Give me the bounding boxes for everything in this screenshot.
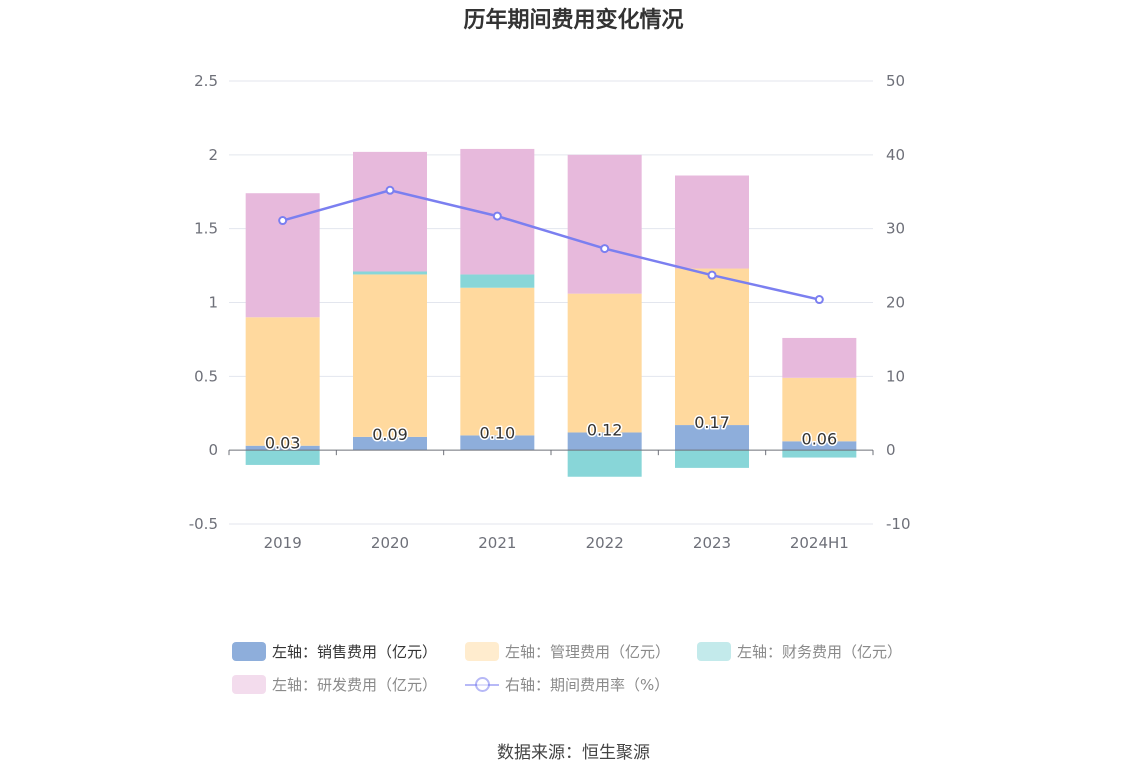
bar-2020 — [353, 271, 427, 275]
rate-line-path — [282, 188, 820, 301]
x-tick-label: 2021 — [478, 534, 516, 552]
legend-label: 左轴：财务费用（亿元） — [737, 643, 903, 661]
bars — [245, 148, 857, 477]
legend-label: 左轴：销售费用（亿元） — [272, 643, 438, 661]
data-label: 0.03 — [265, 434, 301, 453]
x-tick-label: 2022 — [586, 534, 624, 552]
left-tick-label: 0.5 — [194, 367, 218, 385]
bar-2022 — [567, 154, 642, 294]
data-label: 0.10 — [480, 423, 516, 442]
left-tick-label: 0 — [208, 441, 218, 459]
rate-line-point — [278, 216, 288, 226]
bar-2023 — [675, 450, 749, 468]
legend-swatch — [465, 642, 499, 661]
left-tick-label: 1 — [208, 294, 218, 312]
left-tick-label: 2.5 — [194, 72, 218, 90]
legend-label: 右轴：期间费用率（%） — [505, 676, 670, 694]
x-tick-label: 2023 — [693, 534, 731, 552]
bar-2024H1 — [782, 450, 857, 458]
bar-2019 — [245, 445, 320, 451]
right-tick-label: 30 — [886, 220, 905, 238]
legend-line-swatch — [465, 675, 499, 694]
data-source: 数据来源：恒生聚源 — [497, 743, 650, 763]
bar-2023 — [675, 175, 749, 269]
bar-2022 — [567, 432, 642, 451]
bar-2023 — [675, 268, 749, 426]
rate-line-point — [385, 185, 395, 195]
legend-label: 左轴：研发费用（亿元） — [272, 676, 438, 694]
chart-title: 历年期间费用变化情况 — [463, 8, 684, 33]
bar-2024H1 — [782, 337, 857, 378]
legend-item[interactable]: 左轴：销售费用（亿元） — [232, 641, 437, 662]
bar-2020 — [353, 436, 427, 451]
right-tick-label: 40 — [886, 146, 905, 164]
bar-2023 — [675, 425, 749, 451]
x-tick-label: 2019 — [264, 534, 302, 552]
grid-lines — [229, 80, 873, 525]
left-tick-label: 2 — [208, 146, 218, 164]
data-label: 0.17 — [694, 413, 730, 432]
legend-label: 左轴：管理费用（亿元） — [505, 643, 671, 661]
right-tick-label: 0 — [886, 441, 896, 459]
right-tick-label: 10 — [886, 367, 905, 385]
legend-item[interactable]: 右轴：期间费用率（%） — [465, 674, 669, 695]
bar-2024H1 — [782, 441, 857, 451]
bar-2019 — [245, 317, 320, 446]
legend-item[interactable]: 左轴：管理费用（亿元） — [465, 641, 670, 662]
legend-item[interactable]: 左轴：财务费用（亿元） — [697, 641, 902, 662]
legend-swatch — [232, 642, 266, 661]
right-tick-label: 20 — [886, 294, 905, 312]
bar-2024H1 — [782, 377, 857, 442]
chart: -0.5 -10 0 0 0.5 10 1 20 1.5 30 2 40 2.5 50 2019 2020 20… — [189, 72, 911, 552]
data-label: 0.09 — [372, 425, 408, 444]
bar-2021 — [460, 435, 535, 451]
right-tick-label: 50 — [886, 72, 905, 90]
left-tick-label: -0.5 — [189, 515, 218, 533]
legend-item[interactable]: 左轴：研发费用（亿元） — [232, 674, 437, 695]
right-tick-label: -10 — [886, 515, 911, 533]
data-label: 0.06 — [802, 429, 838, 448]
bar-2020 — [353, 151, 427, 272]
axes: -0.5 -10 0 0 0.5 10 1 20 1.5 30 2 40 2.5 50 2019 2020 20… — [189, 72, 911, 552]
left-tick-label: 1.5 — [194, 220, 218, 238]
legend-swatch — [232, 675, 266, 694]
data-label: 0.12 — [587, 420, 623, 439]
bar-2019 — [245, 450, 320, 465]
bar-2022 — [567, 293, 642, 433]
bar-2022 — [567, 450, 642, 477]
bar-2019 — [245, 193, 320, 318]
data-labels: 0.03 0.09 0.10 0.12 0.17 0.06 — [263, 412, 838, 455]
rate-line-point — [492, 211, 502, 221]
bar-2021 — [460, 274, 535, 288]
rate-line-point — [814, 295, 824, 305]
rate-line — [278, 185, 824, 305]
bar-2020 — [353, 274, 427, 437]
bar-2021 — [460, 287, 535, 436]
rate-line-point — [707, 270, 717, 280]
legend-swatch — [697, 642, 731, 661]
x-tick-label: 2024H1 — [790, 534, 849, 552]
x-tick-label: 2020 — [371, 534, 409, 552]
rate-line-point — [600, 244, 610, 254]
